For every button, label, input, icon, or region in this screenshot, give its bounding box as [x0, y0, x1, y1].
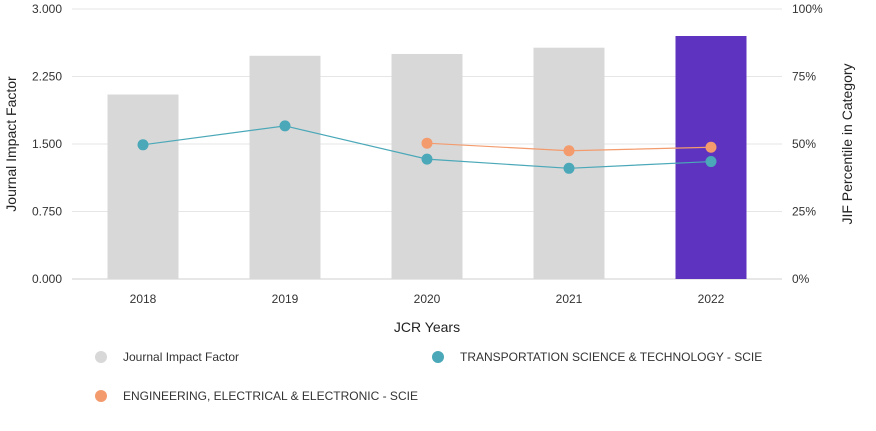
bar-2020[interactable] [391, 54, 463, 279]
left-tick-label: 0.750 [32, 205, 62, 219]
x-axis-title: JCR Years [394, 319, 460, 335]
line-series [137, 120, 717, 174]
right-tick-label: 75% [792, 70, 816, 84]
bar-2019[interactable] [249, 55, 321, 279]
x-tick-label: 2021 [556, 292, 583, 306]
left-tick-label: 3.000 [32, 2, 62, 16]
y-axis-left-title: Journal Impact Factor [3, 76, 19, 212]
series-point-1[interactable] [705, 141, 717, 153]
legend-marker-transportation [432, 351, 444, 363]
series-point-0[interactable] [421, 153, 433, 165]
left-axis-ticks: 0.000 0.750 1.500 2.250 3.000 [32, 2, 62, 286]
series-point-1[interactable] [421, 137, 433, 149]
bar-series [107, 36, 747, 280]
series-point-0[interactable] [279, 120, 291, 132]
x-tick-label: 2022 [698, 292, 725, 306]
legend-item-transportation[interactable]: TRANSPORTATION SCIENCE & TECHNOLOGY - SC… [432, 350, 762, 364]
left-tick-label: 2.250 [32, 70, 62, 84]
x-axis-ticks: 2018 2019 2020 2021 2022 [130, 292, 725, 306]
legend-item-jif[interactable]: Journal Impact Factor [95, 350, 239, 364]
series-point-0[interactable] [563, 162, 575, 174]
x-tick-label: 2020 [414, 292, 441, 306]
legend-item-engineering[interactable]: ENGINEERING, ELECTRICAL & ELECTRONIC - S… [95, 389, 418, 403]
legend-marker-jif [95, 351, 107, 363]
legend-label-jif: Journal Impact Factor [123, 350, 240, 364]
left-tick-label: 0.000 [32, 272, 62, 286]
x-tick-label: 2018 [130, 292, 157, 306]
y-axis-right-title: JIF Percentile in Category [839, 63, 855, 224]
x-tick-label: 2019 [272, 292, 299, 306]
legend-label-transportation: TRANSPORTATION SCIENCE & TECHNOLOGY - SC… [460, 350, 763, 364]
right-tick-label: 0% [792, 272, 810, 286]
series-point-0[interactable] [137, 139, 149, 151]
legend: Journal Impact Factor TRANSPORTATION SCI… [0, 336, 876, 426]
legend-label-engineering: ENGINEERING, ELECTRICAL & ELECTRONIC - S… [123, 389, 418, 403]
right-axis-ticks: 0% 25% 50% 75% 100% [792, 2, 823, 286]
left-tick-label: 1.500 [32, 137, 62, 151]
chart-canvas: 0.000 0.750 1.500 2.250 3.000 0% 25% 50% 75% 100… [3, 2, 855, 335]
series-point-0[interactable] [705, 156, 717, 168]
legend-marker-engineering [95, 390, 107, 402]
right-tick-label: 50% [792, 137, 816, 151]
right-tick-label: 25% [792, 205, 816, 219]
bar-2018[interactable] [107, 94, 179, 280]
series-point-1[interactable] [563, 145, 575, 157]
right-tick-label: 100% [792, 2, 823, 16]
